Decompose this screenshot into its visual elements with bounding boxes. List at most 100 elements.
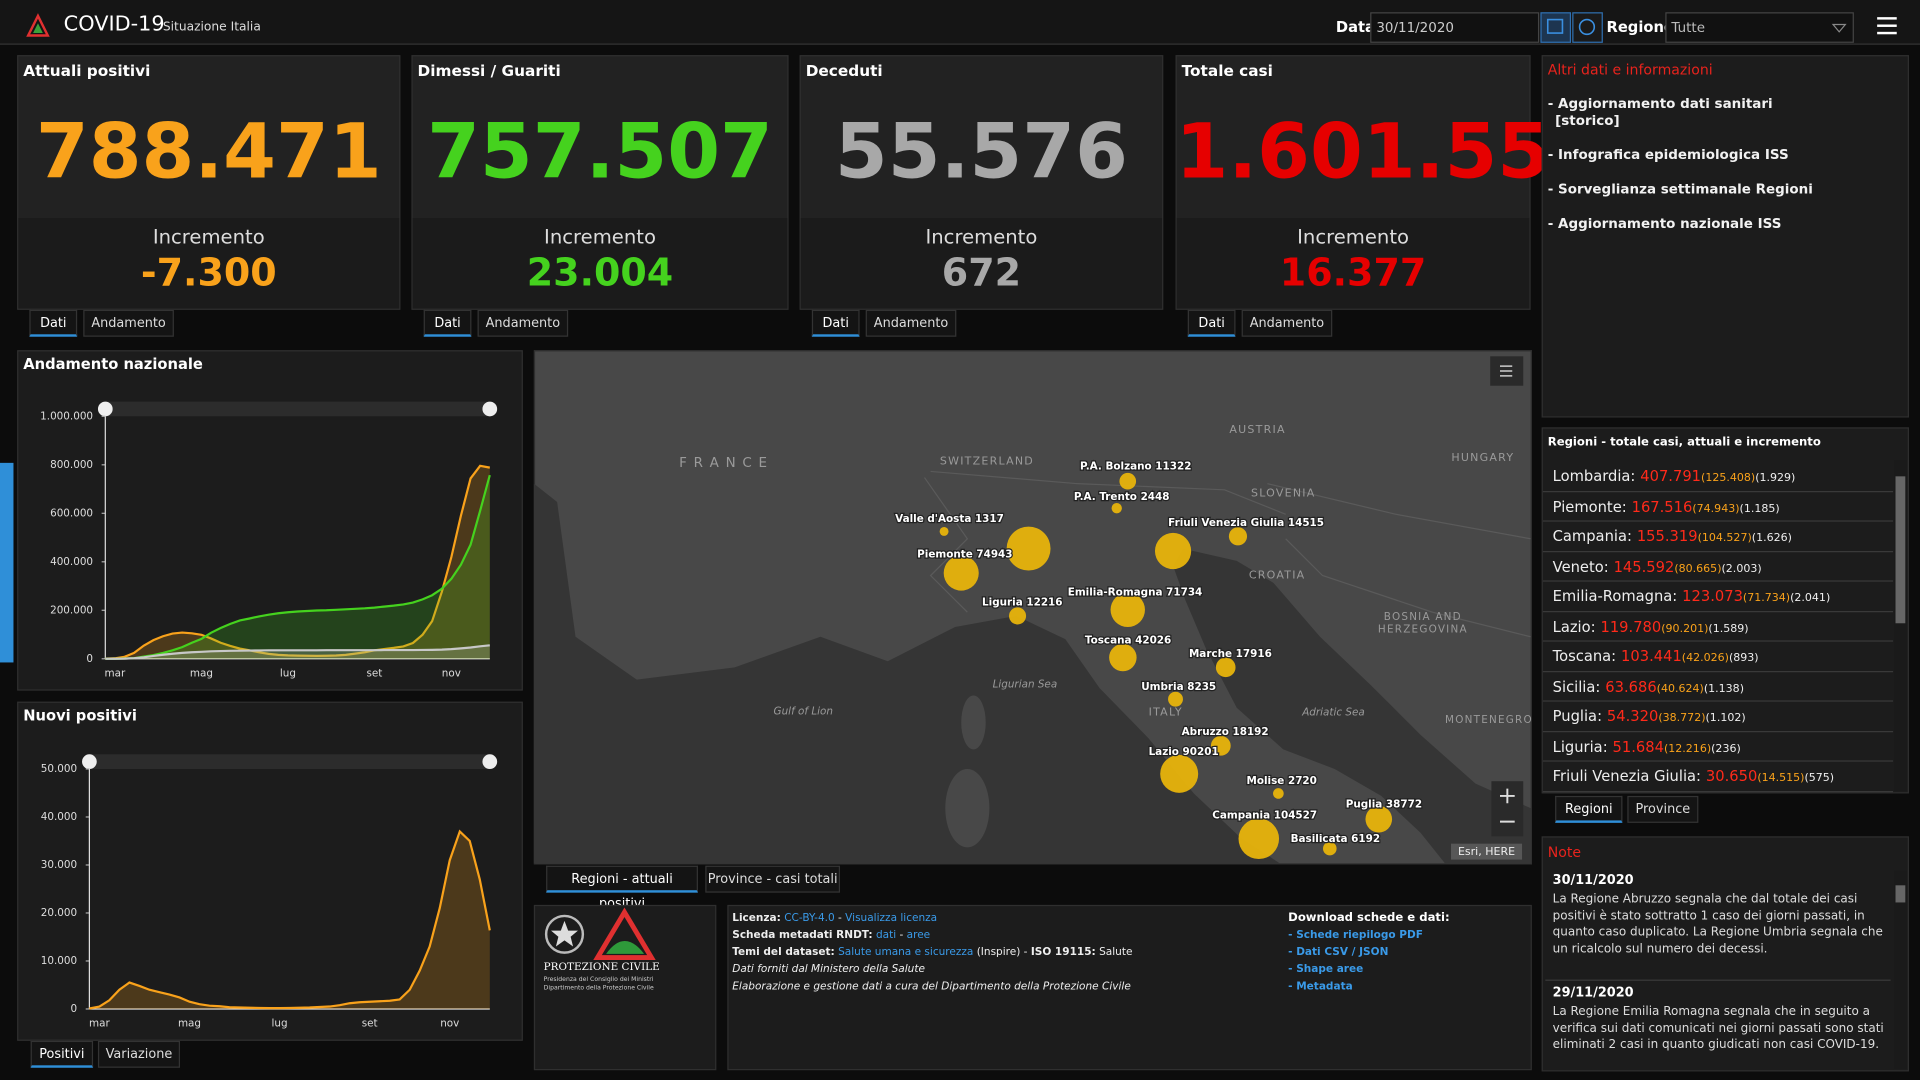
license-text: Scheda metadati RNDT: (732, 929, 873, 942)
region-row[interactable]: Lombardia: 407.791(125.408)(1.929) (1542, 462, 1894, 492)
tab[interactable]: Dati (811, 309, 860, 337)
region-row[interactable]: Piemonte: 167.516(74.943)(1.185) (1542, 492, 1894, 522)
tab[interactable]: Andamento (477, 309, 569, 337)
region-increment: (2.003) (1721, 562, 1762, 575)
side-handle[interactable] (0, 462, 14, 663)
region-increment: (236) (1711, 742, 1741, 755)
info-link[interactable]: - Aggiornamento nazionale ISS (1547, 215, 1782, 232)
license-text: - (834, 912, 846, 925)
region-total: 119.780 (1600, 617, 1662, 635)
region-row[interactable]: Liguria: 51.684(12.216)(236) (1542, 732, 1894, 762)
region-row[interactable]: Emilia-Romagna: 123.073(71.734)(2.041) (1542, 582, 1894, 612)
region-row[interactable]: Toscana: 103.441(42.026)(893) (1542, 642, 1894, 672)
download-link[interactable]: - Schede riepilogo PDF (1288, 929, 1423, 942)
info-link[interactable]: - Aggiornamento dati sanitari (1547, 95, 1773, 112)
region-current: (42.026) (1681, 652, 1729, 665)
tab[interactable]: Andamento (1241, 309, 1333, 337)
region-increment: (1.626) (1751, 532, 1792, 545)
tab[interactable]: Positivi (30, 1040, 94, 1068)
logo-name: PROTEZIONE CIVILE (543, 961, 660, 974)
region-name: Emilia-Romagna: (1552, 587, 1678, 605)
region-current: (12.216) (1663, 742, 1712, 755)
region-name: Puglia: (1552, 707, 1603, 725)
license-link[interactable]: CC-BY-4.0 (780, 912, 835, 925)
kpi-value: 757.507 (427, 106, 773, 196)
region-total: 407.791 (1640, 467, 1702, 485)
info-link[interactable]: [storico] (1555, 112, 1620, 129)
region-label: Regione (1606, 18, 1674, 36)
region-row[interactable]: Campania: 155.319(104.527)(1.626) (1542, 522, 1894, 552)
region-increment: (1.589) (1708, 622, 1749, 635)
tab[interactable]: Regioni - attuali positivi (546, 865, 698, 911)
region-total: 123.073 (1682, 587, 1743, 605)
chart-panel (17, 701, 523, 1041)
logo-line: Dipartimento della Protezione Civile (543, 984, 654, 992)
region-row[interactable]: Friuli Venezia Giulia: 30.650(14.515)(575… (1542, 762, 1894, 792)
download-link[interactable]: - Metadata (1288, 980, 1353, 994)
tab[interactable]: Variazione (97, 1040, 181, 1068)
region-row[interactable]: Lazio: 119.780(90.201)(1.589) (1542, 612, 1894, 642)
kpi-title: Dimessi / Guariti (417, 61, 561, 80)
region-name: Liguria: (1552, 737, 1608, 755)
license-text: (Inspire) - (973, 946, 1031, 959)
tab[interactable]: Dati (1187, 309, 1236, 337)
region-total: 54.320 (1606, 707, 1659, 725)
tab[interactable]: Andamento (83, 309, 174, 337)
note-text: La Regione Abruzzo segnala che dal total… (1552, 892, 1883, 957)
license-line: Elaborazione e gestione dati a cura del … (732, 981, 1131, 993)
license-link[interactable]: dati (872, 929, 897, 942)
license-link[interactable]: aree (906, 929, 931, 942)
app-title: COVID-19 (63, 12, 165, 37)
region-row[interactable]: Veneto: 145.592(80.665)(2.003) (1542, 552, 1894, 582)
calendar-button[interactable] (1540, 12, 1572, 43)
region-current: (125.408) (1701, 472, 1756, 485)
region-current: (90.201) (1661, 622, 1709, 635)
tab[interactable]: Province (1627, 795, 1699, 823)
logo-line: Presidenza del Consiglio dei Ministri (543, 975, 654, 984)
region-total: 145.592 (1613, 557, 1675, 575)
scroll-thumb[interactable] (1895, 885, 1906, 903)
region-name: Lombardia: (1552, 467, 1636, 485)
region-increment: (1.138) (1703, 682, 1744, 695)
kpi-title: Totale casi (1181, 61, 1273, 80)
download-link[interactable]: - Shape aree (1288, 963, 1364, 976)
region-row[interactable]: Sicilia: 63.686(40.624)(1.138) (1542, 672, 1894, 702)
region-total: 155.319 (1636, 527, 1698, 545)
kpi-lower (1176, 217, 1530, 309)
tab[interactable]: Andamento (865, 309, 957, 337)
info-link[interactable]: - Infografica epidemiologica ISS (1547, 146, 1789, 163)
date-input[interactable]: 30/11/2020 (1370, 12, 1540, 43)
scroll-thumb[interactable] (1895, 476, 1906, 624)
region-current: (104.527) (1697, 532, 1752, 545)
kpi-value: 55.576 (834, 106, 1128, 196)
tab[interactable]: Dati (29, 309, 78, 337)
license-link[interactable]: Visualizza licenza (845, 912, 938, 925)
region-increment: (1.185) (1739, 502, 1780, 515)
region-name: Veneto: (1552, 557, 1609, 575)
kpi-increment-label: Incremento (544, 225, 656, 249)
info-link[interactable]: - Sorveglianza settimanale Regioni (1547, 181, 1813, 198)
license-line: Scheda metadati RNDT: dati - aree (732, 929, 930, 941)
kpi-increment: 23.004 (526, 251, 674, 296)
license-line: Temi del dataset: Salute umana e sicurez… (732, 947, 1132, 959)
kpi-lower (800, 217, 1163, 309)
info-title: Altri dati e informazioni (1547, 61, 1713, 79)
region-current: (40.624) (1656, 682, 1704, 695)
region-name: Lazio: (1552, 617, 1596, 635)
region-total: 51.684 (1612, 737, 1664, 755)
kpi-lower (412, 217, 788, 309)
region-total: 63.686 (1605, 677, 1657, 695)
download-link[interactable]: - Dati CSV / JSON (1288, 946, 1389, 959)
region-select[interactable]: Tutte (1665, 12, 1854, 43)
scrollbar (1894, 870, 1907, 1069)
region-row[interactable]: Puglia: 54.320(38.772)(1.102) (1542, 702, 1894, 732)
region-increment: (575) (1804, 772, 1835, 785)
chart-panel (17, 350, 523, 691)
license-link[interactable]: Salute umana e sicurezza (834, 946, 974, 959)
clock-button[interactable] (1572, 12, 1603, 43)
tab[interactable]: Province - casi totali (705, 865, 841, 893)
tab[interactable]: Dati (423, 309, 472, 337)
tab[interactable]: Regioni (1555, 795, 1623, 823)
menu-button[interactable] (1877, 17, 1897, 35)
